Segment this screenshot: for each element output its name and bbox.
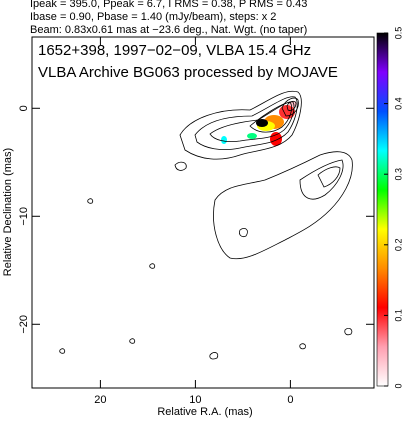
header-line: Ipeak = 395.0, Ppeak = 6.7, I RMS = 0.38…: [30, 0, 307, 10]
contours: [59, 90, 353, 360]
plot-subtitle: VLBA Archive BG063 processed by MOJAVE: [38, 64, 338, 81]
colorbar-tick-label: 0.1: [393, 309, 403, 322]
colorbar-tick-label: 0.5: [393, 27, 403, 40]
header-line: Beam: 0.83x0.61 mas at −23.6 deg., Nat. …: [30, 24, 307, 36]
y-axis-label: Relative Declination (mas): [2, 148, 14, 276]
color-blobs: [221, 101, 297, 146]
colorbar-tick-label: 0.4: [393, 97, 403, 110]
x-tick-label: 0: [287, 394, 293, 406]
colorbar-tick-label: 0.2: [393, 239, 403, 252]
y-tick-label: 0: [18, 105, 30, 111]
y-tick-label: −10: [18, 207, 30, 226]
header-line: Ibase = 0.90, Pbase = 1.40 (mJy/beam), s…: [30, 11, 276, 23]
plot-frame: [31, 36, 375, 389]
plot-title: 1652+398, 1997−02−09, VLBA 15.4 GHz: [38, 42, 311, 59]
colorbar-tick-label: 0.3: [393, 168, 403, 181]
y-tick-label: −20: [18, 315, 30, 334]
colorbar-tick-label: 0: [393, 383, 403, 388]
x-axis-label: Relative R.A. (mas): [157, 406, 252, 418]
x-tick-label: 20: [94, 394, 106, 406]
colorbar: [376, 32, 389, 387]
x-tick-label: 10: [189, 394, 201, 406]
